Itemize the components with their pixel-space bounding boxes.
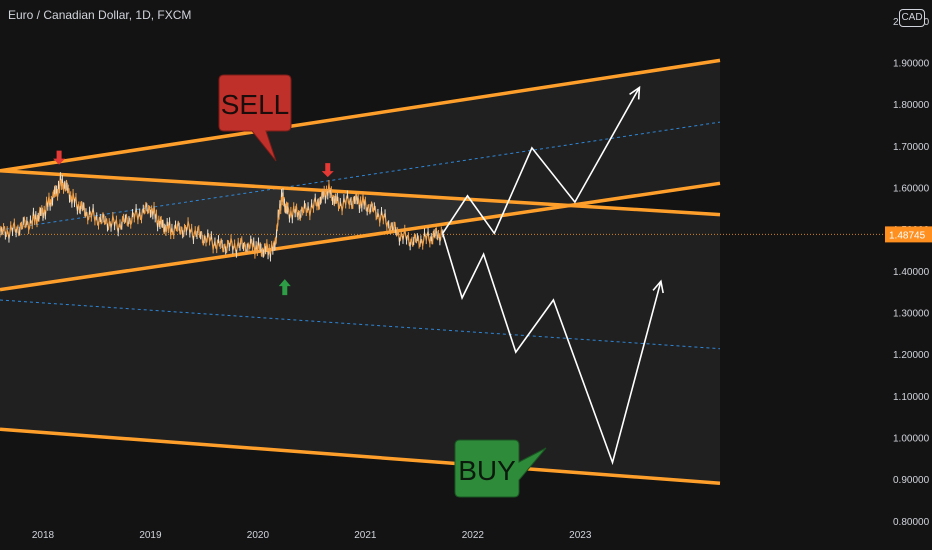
x-tick-label: 2019 bbox=[139, 530, 162, 541]
signal-arrows bbox=[53, 150, 334, 296]
price-axis[interactable]: 0.80000 0.90000 1.00000 1.10000 1.20000 1.300… bbox=[885, 17, 932, 528]
channel-lower-upper_rising bbox=[0, 181, 721, 292]
sell-arrow-icon bbox=[53, 150, 66, 165]
x-tick-label: 2021 bbox=[354, 530, 377, 541]
sell-label: SELL bbox=[221, 89, 290, 120]
buy-arrow-icon bbox=[278, 279, 291, 296]
channel-upper-lower_falling bbox=[0, 169, 721, 217]
time-axis[interactable]: 2018 2019 2020 2021 2022 2023 bbox=[32, 530, 592, 541]
sell-arrow-icon bbox=[321, 163, 334, 178]
channel-midline-upper_rising bbox=[0, 121, 721, 231]
x-tick-label: 2022 bbox=[462, 530, 485, 541]
channel-midlines bbox=[0, 121, 721, 350]
y-tick-label: 1.80000 bbox=[893, 100, 930, 111]
y-tick-label: 0.80000 bbox=[893, 517, 930, 528]
channel-fill-lower_falling bbox=[0, 170, 720, 484]
y-tick-label: 1.60000 bbox=[893, 184, 930, 195]
buy-label: BUY bbox=[458, 455, 516, 486]
y-tick-label: 1.30000 bbox=[893, 309, 930, 320]
y-tick-label: 1.40000 bbox=[893, 267, 930, 278]
channel-lower-lower_falling bbox=[0, 427, 721, 486]
y-tick-label: 1.00000 bbox=[893, 434, 930, 445]
trade-labels: SELL BUY bbox=[218, 74, 547, 498]
projection-arrowhead-bearish_path bbox=[652, 279, 664, 294]
y-tick-label: 0.90000 bbox=[893, 475, 930, 486]
currency-badge[interactable]: CAD bbox=[899, 9, 925, 27]
y-tick-label: 1.10000 bbox=[893, 392, 930, 403]
last-price-badge bbox=[885, 226, 932, 243]
buy-callout-box bbox=[454, 439, 547, 498]
y-tick-label: 1.20000 bbox=[893, 350, 930, 361]
channel-lines bbox=[0, 58, 721, 486]
projection-bearish_path bbox=[441, 233, 662, 466]
y-tick-label: 1.70000 bbox=[893, 142, 930, 153]
symbol-title[interactable]: Euro / Canadian Dollar, 1D, FXCM bbox=[8, 8, 192, 22]
x-tick-label: 2018 bbox=[32, 530, 55, 541]
x-tick-label: 2023 bbox=[569, 530, 592, 541]
projection-bullish_path bbox=[442, 87, 641, 235]
sell-callout-box bbox=[218, 74, 292, 162]
channel-midline-lower_falling bbox=[0, 299, 721, 350]
price-line-EUR/CAD bbox=[0, 175, 444, 259]
channel-upper-upper_rising bbox=[0, 58, 721, 173]
last-price-label: 1.48745 bbox=[889, 230, 926, 241]
x-tick-label: 2020 bbox=[247, 530, 270, 541]
price-series bbox=[0, 172, 885, 262]
projection-arrowhead-bullish_path bbox=[629, 85, 641, 100]
y-tick-label: 1.90000 bbox=[893, 59, 930, 70]
projection-paths bbox=[441, 85, 664, 466]
